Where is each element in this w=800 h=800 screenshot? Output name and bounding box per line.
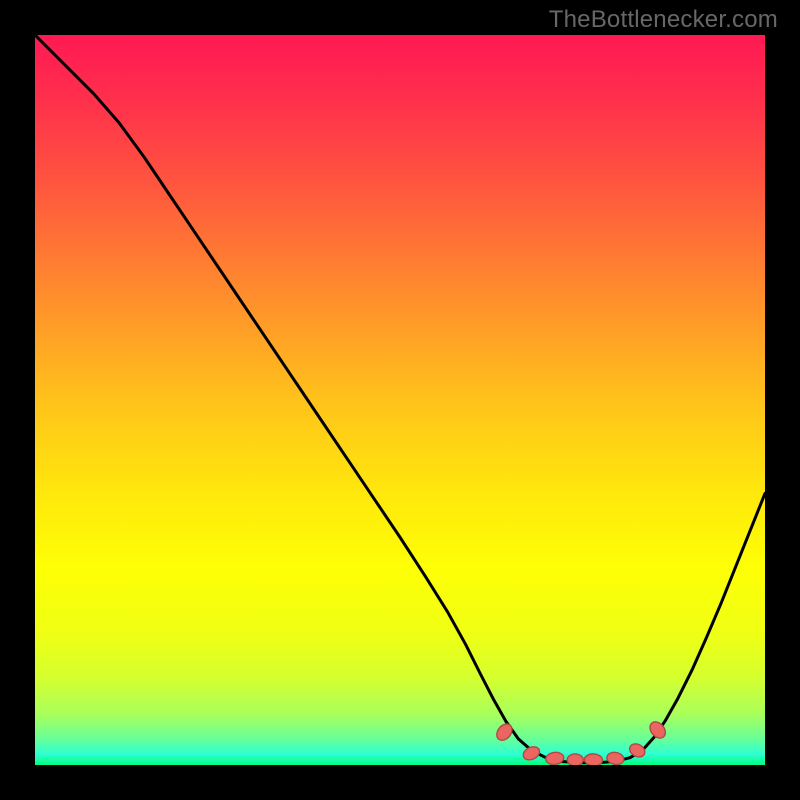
watermark-text: TheBottlenecker.com: [549, 6, 778, 34]
gradient-backdrop: [35, 35, 765, 765]
chart-svg: [35, 35, 765, 765]
chart-frame: TheBottlenecker.com: [0, 0, 800, 800]
curve-marker: [567, 754, 583, 765]
plot-area: [35, 35, 765, 765]
